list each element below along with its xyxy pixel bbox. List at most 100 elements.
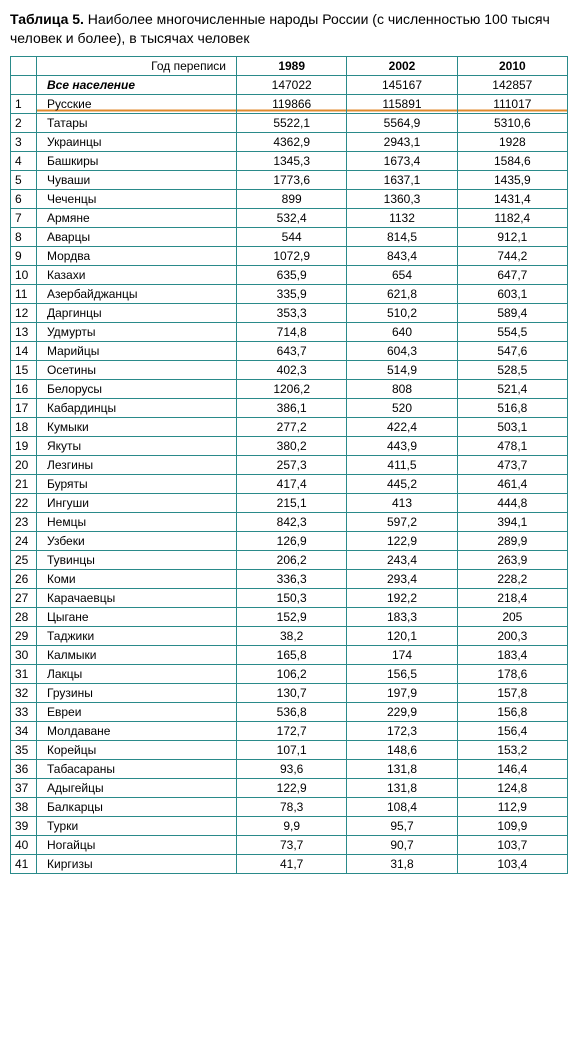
row-name: Тувинцы bbox=[37, 550, 237, 569]
row-index: 29 bbox=[11, 626, 37, 645]
table-row: 14Марийцы643,7604,3547,6 bbox=[11, 341, 568, 360]
row-value: 380,2 bbox=[237, 436, 347, 455]
table-row: 26Коми336,3293,4228,2 bbox=[11, 569, 568, 588]
row-name: Таджики bbox=[37, 626, 237, 645]
row-index: 16 bbox=[11, 379, 37, 398]
row-name: Аварцы bbox=[37, 227, 237, 246]
row-value: 647,7 bbox=[457, 265, 567, 284]
row-name: Турки bbox=[37, 816, 237, 835]
row-value: 148,6 bbox=[347, 740, 457, 759]
table-row: 4Башкиры1345,31673,41584,6 bbox=[11, 151, 568, 170]
row-value: 126,9 bbox=[237, 531, 347, 550]
row-index: 22 bbox=[11, 493, 37, 512]
row-value: 544 bbox=[237, 227, 347, 246]
row-value: 172,3 bbox=[347, 721, 457, 740]
row-value: 5564,9 bbox=[347, 113, 457, 132]
row-name: Русские bbox=[37, 94, 237, 113]
row-value: 1673,4 bbox=[347, 151, 457, 170]
row-value: 41,7 bbox=[237, 854, 347, 873]
row-value: 1360,3 bbox=[347, 189, 457, 208]
row-value: 1431,4 bbox=[457, 189, 567, 208]
row-value: 422,4 bbox=[347, 417, 457, 436]
row-value: 78,3 bbox=[237, 797, 347, 816]
table-row: 13Удмурты714,8640554,5 bbox=[11, 322, 568, 341]
table-row: 19Якуты380,2443,9478,1 bbox=[11, 436, 568, 455]
row-value: 744,2 bbox=[457, 246, 567, 265]
row-index: 41 bbox=[11, 854, 37, 873]
row-value: 514,9 bbox=[347, 360, 457, 379]
row-value: 413 bbox=[347, 493, 457, 512]
row-value: 808 bbox=[347, 379, 457, 398]
total-1989: 147022 bbox=[237, 75, 347, 94]
row-value: 5522,1 bbox=[237, 113, 347, 132]
row-value: 38,2 bbox=[237, 626, 347, 645]
row-value: 257,3 bbox=[237, 455, 347, 474]
row-value: 640 bbox=[347, 322, 457, 341]
row-value: 521,4 bbox=[457, 379, 567, 398]
row-name: Калмыки bbox=[37, 645, 237, 664]
header-index-blank bbox=[11, 56, 37, 75]
row-name: Чуваши bbox=[37, 170, 237, 189]
row-value: 156,5 bbox=[347, 664, 457, 683]
header-year-label: Год переписи bbox=[37, 56, 237, 75]
row-value: 183,4 bbox=[457, 645, 567, 664]
row-value: 218,4 bbox=[457, 588, 567, 607]
row-value: 215,1 bbox=[237, 493, 347, 512]
row-index: 20 bbox=[11, 455, 37, 474]
row-value: 654 bbox=[347, 265, 457, 284]
row-index: 34 bbox=[11, 721, 37, 740]
table-row: 33Евреи536,8229,9156,8 bbox=[11, 702, 568, 721]
table-row: 41Киргизы41,731,8103,4 bbox=[11, 854, 568, 873]
table-number: Таблица 5. bbox=[10, 11, 84, 27]
row-index: 3 bbox=[11, 132, 37, 151]
row-name: Марийцы bbox=[37, 341, 237, 360]
row-index: 37 bbox=[11, 778, 37, 797]
row-value: 124,8 bbox=[457, 778, 567, 797]
row-value: 335,9 bbox=[237, 284, 347, 303]
row-value: 172,7 bbox=[237, 721, 347, 740]
row-value: 386,1 bbox=[237, 398, 347, 417]
table-row: 20Лезгины257,3411,5473,7 bbox=[11, 455, 568, 474]
row-value: 1182,4 bbox=[457, 208, 567, 227]
row-name: Балкарцы bbox=[37, 797, 237, 816]
row-index: 38 bbox=[11, 797, 37, 816]
row-value: 536,8 bbox=[237, 702, 347, 721]
table-row: 23Немцы842,3597,2394,1 bbox=[11, 512, 568, 531]
row-value: 200,3 bbox=[457, 626, 567, 645]
row-value: 243,4 bbox=[347, 550, 457, 569]
row-name: Узбеки bbox=[37, 531, 237, 550]
table-row: 39Турки9,995,7109,9 bbox=[11, 816, 568, 835]
row-index: 31 bbox=[11, 664, 37, 683]
row-index: 11 bbox=[11, 284, 37, 303]
row-name: Корейцы bbox=[37, 740, 237, 759]
table-row: 37Адыгейцы122,9131,8124,8 bbox=[11, 778, 568, 797]
row-name: Евреи bbox=[37, 702, 237, 721]
table-row: 17Кабардинцы386,1520516,8 bbox=[11, 398, 568, 417]
row-value: 95,7 bbox=[347, 816, 457, 835]
row-value: 516,8 bbox=[457, 398, 567, 417]
row-index: 21 bbox=[11, 474, 37, 493]
row-value: 174 bbox=[347, 645, 457, 664]
table-row: 32Грузины130,7197,9157,8 bbox=[11, 683, 568, 702]
table-row: 7Армяне532,411321182,4 bbox=[11, 208, 568, 227]
row-name: Даргинцы bbox=[37, 303, 237, 322]
row-value: 122,9 bbox=[347, 531, 457, 550]
header-year-2010: 2010 bbox=[457, 56, 567, 75]
row-value: 814,5 bbox=[347, 227, 457, 246]
row-name: Украинцы bbox=[37, 132, 237, 151]
table-row: 21Буряты417,4445,2461,4 bbox=[11, 474, 568, 493]
table-row: 9Мордва1072,9843,4744,2 bbox=[11, 246, 568, 265]
row-value: 510,2 bbox=[347, 303, 457, 322]
table-row: 24Узбеки126,9122,9289,9 bbox=[11, 531, 568, 550]
row-value: 714,8 bbox=[237, 322, 347, 341]
row-index: 14 bbox=[11, 341, 37, 360]
row-value: 411,5 bbox=[347, 455, 457, 474]
row-value: 402,3 bbox=[237, 360, 347, 379]
row-name: Лакцы bbox=[37, 664, 237, 683]
row-value: 228,2 bbox=[457, 569, 567, 588]
table-row: 3Украинцы4362,92943,11928 bbox=[11, 132, 568, 151]
row-value: 1773,6 bbox=[237, 170, 347, 189]
table-row: 11Азербайджанцы335,9621,8603,1 bbox=[11, 284, 568, 303]
row-value: 122,9 bbox=[237, 778, 347, 797]
row-value: 842,3 bbox=[237, 512, 347, 531]
